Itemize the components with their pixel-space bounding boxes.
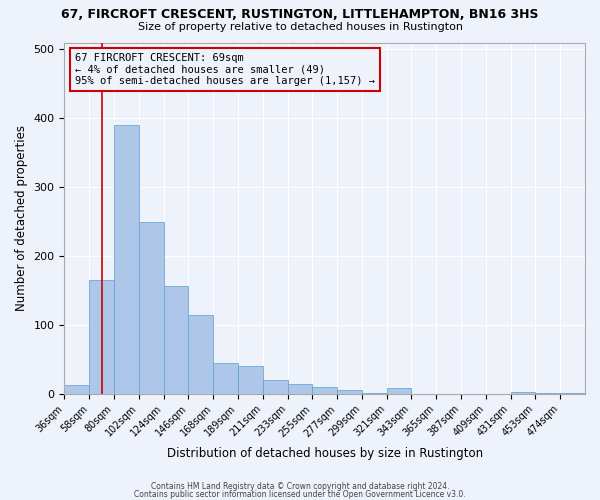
- Bar: [313, 387, 337, 394]
- Bar: [386, 388, 412, 394]
- X-axis label: Distribution of detached houses by size in Rustington: Distribution of detached houses by size …: [167, 447, 483, 460]
- Bar: [64, 385, 89, 394]
- Text: 67, FIRCROFT CRESCENT, RUSTINGTON, LITTLEHAMPTON, BN16 3HS: 67, FIRCROFT CRESCENT, RUSTINGTON, LITTL…: [61, 8, 539, 20]
- Bar: [287, 384, 313, 394]
- Text: 67 FIRCROFT CRESCENT: 69sqm
← 4% of detached houses are smaller (49)
95% of semi: 67 FIRCROFT CRESCENT: 69sqm ← 4% of deta…: [75, 53, 375, 86]
- Bar: [139, 222, 164, 394]
- Bar: [238, 366, 263, 394]
- Bar: [263, 380, 287, 394]
- Bar: [188, 314, 213, 394]
- Bar: [213, 363, 238, 394]
- Bar: [511, 392, 535, 394]
- Text: Contains HM Land Registry data © Crown copyright and database right 2024.: Contains HM Land Registry data © Crown c…: [151, 482, 449, 491]
- Y-axis label: Number of detached properties: Number of detached properties: [15, 125, 28, 311]
- Text: Size of property relative to detached houses in Rustington: Size of property relative to detached ho…: [137, 22, 463, 32]
- Bar: [164, 286, 188, 394]
- Bar: [535, 392, 560, 394]
- Bar: [560, 392, 585, 394]
- Text: Contains public sector information licensed under the Open Government Licence v3: Contains public sector information licen…: [134, 490, 466, 499]
- Bar: [362, 392, 386, 394]
- Bar: [114, 125, 139, 394]
- Bar: [89, 280, 114, 394]
- Bar: [337, 390, 362, 394]
